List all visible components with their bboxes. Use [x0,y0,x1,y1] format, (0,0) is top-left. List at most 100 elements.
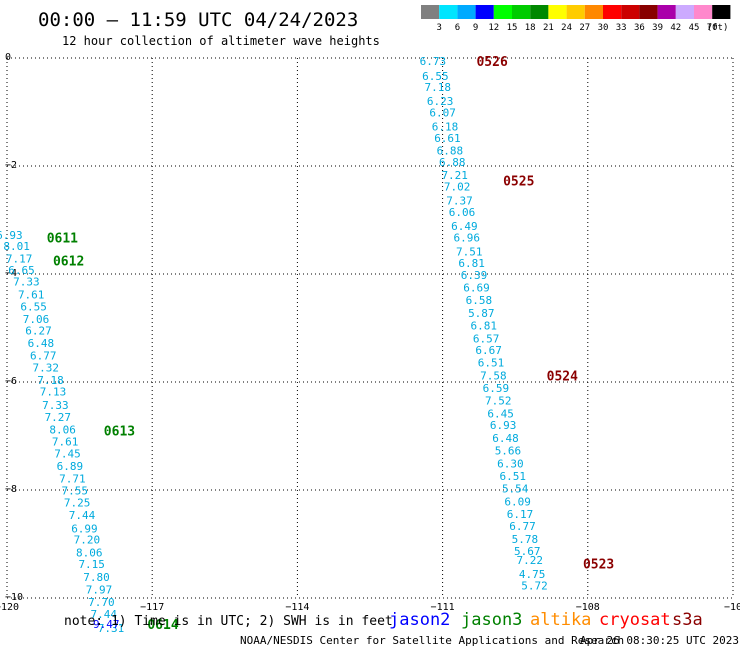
color-scale-label: 30 [598,23,609,33]
wave-height-value: 6.48 [28,337,55,350]
wave-height-value: 8.06 [76,547,103,560]
wave-height-value: 7.33 [42,399,69,412]
wave-height-value: 6.07 [429,107,456,120]
wave-height-value: 7.55 [62,485,89,498]
color-scale-label: 3 [436,23,441,33]
wave-height-value: 6.06 [449,206,476,219]
wave-height-value: 6.18 [432,121,459,134]
satellite-legend: jason2 jason3 altika cryosat s3a [389,610,703,630]
wave-height-value: 6.99 [71,522,98,535]
wave-height-value: 7.27 [45,411,72,424]
wave-height-value: 6.48 [492,432,519,445]
color-scale-swatch [548,5,567,19]
wave-height-value: 7.25 [64,496,91,509]
color-scale-swatch [421,5,440,19]
wave-height-value: 6.88 [437,144,464,157]
color-scale-label: 21 [543,23,554,33]
x-tick-label: −10 [724,602,740,613]
time-label: 0612 [53,255,84,270]
time-label: 0524 [547,370,578,385]
wave-height-value: 7.20 [74,534,101,547]
wave-height-value: 7.80 [83,571,110,584]
color-scale-swatch [457,5,476,19]
data-points: 6.736.557.186.236.076.186.616.886.887.21… [0,55,548,635]
wave-height-value: 6.39 [461,269,488,282]
wave-height-value: 7.02 [444,181,471,194]
chart-title: 00:00 – 11:59 UTC 04/24/2023 [38,9,358,31]
y-tick-label: −4 [5,268,17,279]
wave-height-value: 7.44 [69,509,96,522]
satellite-legend-jason3: jason3 [461,610,522,630]
y-tick-label: −8 [5,484,17,495]
time-label: 0611 [47,231,78,246]
chart-subtitle: 12 hour collection of altimeter wave hei… [62,34,380,48]
wave-height-value: 7.45 [54,447,81,460]
wave-height-value: 6.55 [422,70,449,83]
wave-height-value: 7.97 [86,583,113,596]
wave-height-value: 6.96 [454,231,481,244]
time-label: 0523 [583,557,614,572]
wave-height-value: 6.88 [439,156,466,169]
wave-height-value: 6.81 [458,257,485,270]
satellite-legend-s3a: s3a [672,610,703,630]
wave-height-value: 5.72 [521,580,548,593]
y-tick-label: −10 [5,592,23,603]
wave-height-value: 7.21 [441,169,468,182]
wave-height-value: 7.32 [32,361,59,374]
color-scale-label: 42 [670,23,681,33]
color-scale-swatch [566,5,585,19]
color-scale-swatch [675,5,694,19]
footer-credit: NOAA/NESDIS Center for Satellite Applica… [240,634,624,647]
wave-height-value: 9.47 [93,618,120,631]
wave-height-value: 7.70 [88,596,115,609]
wave-height-value: 7.18 [37,374,64,387]
wave-height-value: 5.54 [502,482,529,495]
wave-height-value: 6.09 [504,495,531,508]
satellite-legend-cryosat: cryosat [599,610,671,630]
color-scale-swatch [657,5,676,19]
wave-height-value: 6.81 [470,319,497,332]
wave-height-value: 7.58 [480,370,507,383]
y-tick-label: −2 [5,160,17,171]
y-tick-label: −6 [5,376,17,387]
wave-height-value: 7.61 [52,435,79,448]
wave-height-value: 6.77 [509,520,536,533]
satellite-legend-jason2: jason2 [389,610,450,630]
wave-height-value: 6.61 [434,132,461,145]
color-scale-swatch [493,5,512,19]
color-scale-label: 9 [473,23,478,33]
wave-height-value: 6.55 [20,300,47,313]
y-tick-label: 0 [5,52,11,63]
wave-height-value: 6.17 [507,508,534,521]
color-scale-label: 12 [488,23,499,33]
wave-height-value: 7.22 [516,554,543,567]
color-scale-label: 18 [525,23,536,33]
wave-height-value: 7.13 [40,386,67,399]
wave-height-value: 7.37 [446,195,473,208]
x-tick-label: −114 [285,602,309,613]
wave-height-value: 6.51 [478,357,505,370]
wave-height-value: 6.51 [500,470,527,483]
color-scale-swatch [512,5,531,19]
wave-height-value: 6.73 [420,55,447,68]
wave-height-value: 6.93 [490,419,517,432]
wave-height-value: 7.61 [18,289,45,302]
time-label: 0613 [104,425,135,440]
color-scale-label: 24 [561,23,572,33]
color-scale-swatch [584,5,603,19]
color-scale-label: 27 [579,23,590,33]
wave-height-value: 7.06 [23,313,50,326]
color-scale-swatch [530,5,549,19]
color-scale-swatch [621,5,640,19]
footer-note: note: 1) Time is in UTC; 2) SWH is in fe… [64,614,393,629]
color-scale-label: 15 [507,23,518,33]
axis-tick-labels: −120 −117 −114 −111 −108 −10 0 −2 −4 −6 −8 −10 [0,52,740,613]
footer-timestamp: Apr 26 08:30:25 UTC 2023 [580,634,739,647]
color-scale-swatch [712,5,731,19]
wave-height-value: 5.78 [512,533,539,546]
wave-height-value: 6.93 [0,229,23,242]
wave-height-value: 6.49 [451,220,478,233]
x-tick-label: −117 [140,602,164,613]
wave-height-value: 6.23 [427,95,454,108]
wave-height-value: 5.87 [468,307,495,320]
